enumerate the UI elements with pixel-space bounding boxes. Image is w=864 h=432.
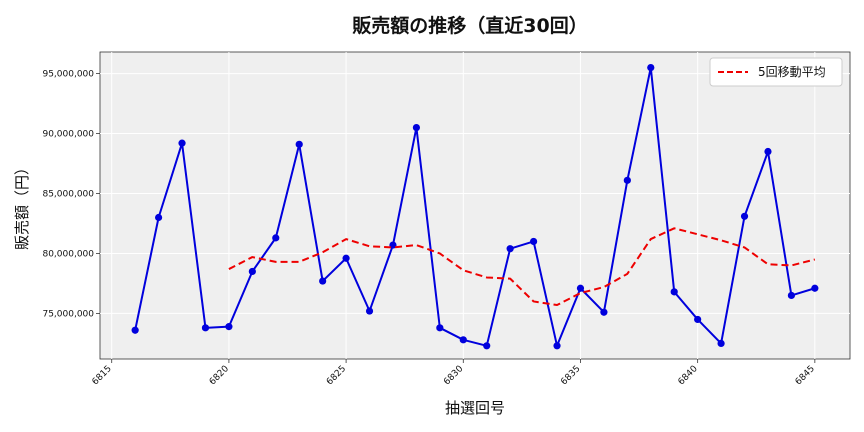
x-tick-label: 6830 <box>442 364 465 387</box>
sales-point <box>764 147 772 156</box>
sales-point <box>412 123 421 132</box>
legend-box <box>709 57 843 87</box>
sales-point <box>600 308 608 316</box>
sales-point <box>694 315 702 324</box>
sales-point <box>717 339 725 348</box>
sales-point <box>436 324 444 332</box>
y-tick-label: 85,000,000 <box>42 190 94 200</box>
sales-point <box>483 342 491 350</box>
sales-point <box>553 342 561 350</box>
sales-point <box>365 307 374 315</box>
x-tick-label: 6825 <box>325 364 348 387</box>
x-axis-label: 抽選回号 <box>445 399 505 417</box>
chart-title: 販売額の推移（直近30回） <box>352 14 587 37</box>
sales-point <box>740 212 749 220</box>
grid-lines <box>100 52 850 359</box>
legend-label-moving-average: 5回移動平均 <box>758 65 826 79</box>
series-layer <box>131 63 819 350</box>
y-tick-label: 75,000,000 <box>42 309 94 319</box>
sales-point <box>811 284 819 292</box>
sales-point <box>459 336 467 344</box>
sales-point <box>272 234 280 242</box>
moving-average-line <box>228 227 816 307</box>
y-tick-label: 90,000,000 <box>42 130 94 140</box>
sales-point <box>389 241 397 249</box>
sales-point <box>342 254 350 262</box>
sales-point <box>225 323 233 331</box>
sales-point <box>131 326 139 334</box>
y-tick-label: 80,000,000 <box>42 249 94 259</box>
sales-point <box>576 284 585 292</box>
sales-point <box>506 245 514 253</box>
x-axis-ticks: 6815 6820 6825 6830 6835 6840 6845 <box>91 359 817 387</box>
plot-area <box>99 51 851 360</box>
sales-point <box>787 291 796 300</box>
legend: 5回移動平均 <box>709 57 843 87</box>
x-tick-label: 6840 <box>677 364 700 387</box>
sales-point <box>154 213 163 222</box>
sales-point <box>529 237 538 246</box>
sales-point <box>647 63 655 72</box>
x-tick-label: 6815 <box>91 364 114 387</box>
sales-point <box>319 277 327 285</box>
sales-point <box>178 139 186 147</box>
sales-point <box>248 267 256 276</box>
sales-point <box>295 140 303 148</box>
y-axis-ticks: 75,000,000 80,000,000 85,000,000 90,000,000… <box>42 70 100 319</box>
y-axis-label: 販売額（円） <box>13 160 31 250</box>
x-tick-label: 6845 <box>794 364 817 387</box>
x-tick-label: 6820 <box>208 364 231 387</box>
y-tick-label: 95,000,000 <box>42 70 94 80</box>
x-tick-label: 6835 <box>559 364 582 387</box>
sales-point <box>201 324 210 332</box>
sales-point <box>623 176 631 184</box>
sales-line <box>134 66 816 347</box>
sales-point <box>670 288 678 296</box>
